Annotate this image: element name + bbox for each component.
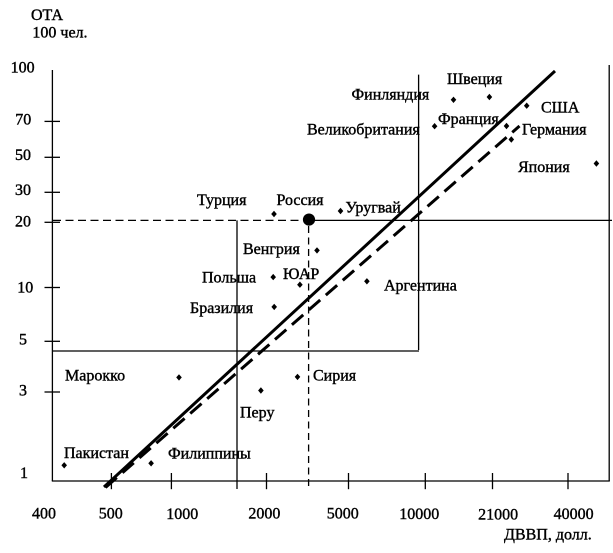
svg-text:1000: 1000 [166, 506, 198, 523]
svg-text:Турция: Турция [197, 192, 247, 209]
svg-text:5000: 5000 [327, 506, 359, 523]
svg-text:Швеция: Швеция [447, 71, 503, 88]
svg-text:ЮАР: ЮАР [283, 266, 319, 283]
svg-text:1: 1 [20, 465, 28, 482]
svg-text:Пакистан: Пакистан [64, 445, 129, 462]
svg-text:70: 70 [15, 112, 31, 129]
svg-text:10000: 10000 [399, 506, 439, 523]
svg-text:50: 50 [15, 147, 31, 164]
svg-text:Филиппины: Филиппины [168, 446, 251, 463]
svg-text:Польша: Польша [202, 270, 256, 287]
svg-text:30: 30 [15, 182, 31, 199]
svg-text:Россия: Россия [277, 192, 325, 209]
svg-text:Марокко: Марокко [65, 368, 125, 385]
svg-text:Франция: Франция [438, 111, 499, 128]
svg-text:5: 5 [19, 332, 27, 349]
svg-text:ДВВП, долл.: ДВВП, долл. [504, 527, 592, 544]
svg-text:100: 100 [11, 59, 35, 76]
svg-text:Венгрия: Венгрия [243, 241, 300, 258]
svg-text:21000: 21000 [478, 507, 518, 524]
svg-text:Сирия: Сирия [313, 368, 357, 385]
svg-text:2000: 2000 [248, 506, 280, 523]
svg-text:20: 20 [15, 214, 31, 231]
svg-text:Германия: Германия [522, 122, 587, 139]
svg-text:400: 400 [32, 506, 56, 523]
svg-text:Финляндия: Финляндия [352, 87, 430, 104]
svg-text:Япония: Япония [518, 159, 570, 176]
svg-text:США: США [541, 100, 580, 117]
svg-text:10: 10 [17, 280, 33, 297]
svg-text:Великобритания: Великобритания [307, 122, 420, 139]
svg-text:ОТА: ОТА [31, 7, 64, 24]
svg-text:100 чел.: 100 чел. [32, 25, 87, 42]
svg-text:Перу: Перу [240, 405, 274, 422]
svg-text:3: 3 [19, 382, 27, 399]
svg-text:Бразилия: Бразилия [190, 300, 254, 317]
svg-text:40000: 40000 [554, 506, 594, 523]
svg-text:500: 500 [99, 506, 123, 523]
svg-text:Уругвай: Уругвай [346, 200, 402, 217]
svg-text:Аргентина: Аргентина [384, 278, 457, 295]
